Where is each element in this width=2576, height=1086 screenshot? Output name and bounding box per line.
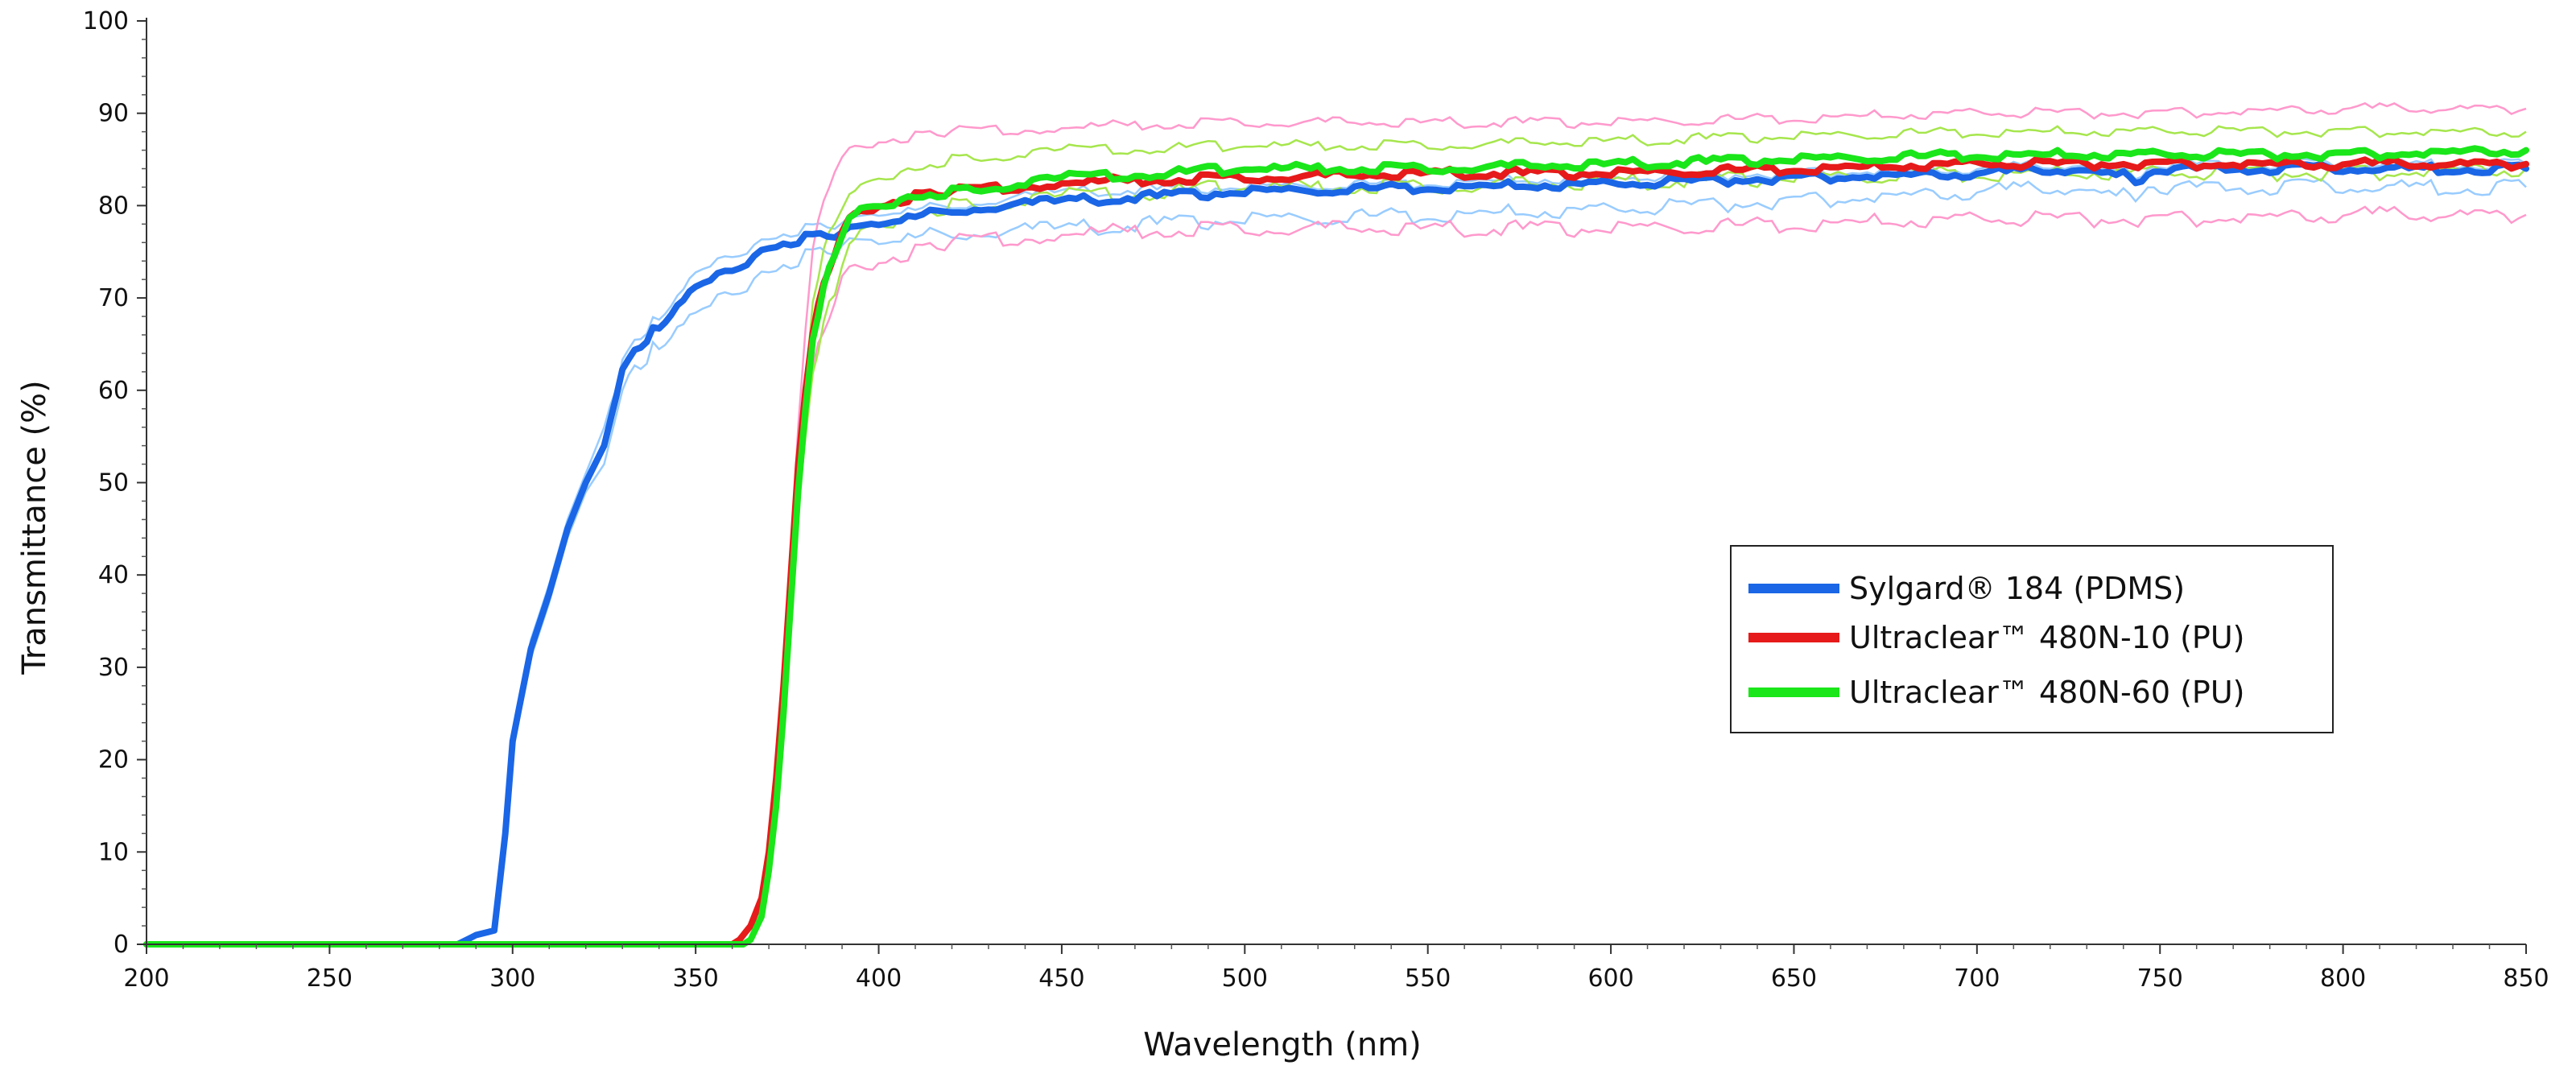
y-tick-label: 60 [98, 377, 129, 405]
x-tick-label: 700 [1954, 964, 2000, 993]
x-tick-label: 400 [856, 964, 902, 993]
y-tick-label: 10 [98, 838, 129, 866]
x-tick-label: 550 [1405, 964, 1451, 993]
y-tick-label: 30 [98, 654, 129, 682]
axes [146, 18, 2526, 945]
y-tick-label: 50 [98, 469, 129, 498]
x-tick-label: 450 [1038, 964, 1084, 993]
y-tick-label: 90 [98, 100, 129, 128]
y-axis-title: Transmittance (%) [16, 380, 53, 675]
legend: Sylgard® 184 (PDMS) Ultraclear™ 480N-10 … [1730, 545, 2334, 733]
x-tick-label: 650 [1771, 964, 1817, 993]
legend-label-ultraclear-480n-60: Ultraclear™ 480N-60 (PU) [1849, 675, 2244, 710]
legend-label-ultraclear-480n-10: Ultraclear™ 480N-10 (PU) [1849, 620, 2244, 655]
y-tick-label: 70 [98, 284, 129, 312]
x-tick-label: 800 [2320, 964, 2366, 993]
y-tick-label: 80 [98, 192, 129, 220]
x-tick-label: 300 [489, 964, 535, 993]
y-tick-label: 0 [114, 931, 129, 959]
x-tick-label: 850 [2503, 964, 2549, 993]
x-axis-title: Wavelength (nm) [1143, 1026, 1422, 1063]
x-tick-label: 750 [2137, 964, 2183, 993]
x-tick-label: 500 [1222, 964, 1268, 993]
y-tick-label: 40 [98, 561, 129, 589]
series-line-sylgard-184 [143, 161, 2529, 948]
x-tick-label: 350 [673, 964, 719, 993]
ticks: 0 10 20 30 40 50 60 70 80 90 100 200 250 300 350 400 450… [83, 7, 2549, 993]
x-tick-label: 600 [1587, 964, 1633, 993]
x-tick-label: 200 [123, 964, 169, 993]
y-tick-label: 20 [98, 746, 129, 774]
x-tick-label: 250 [307, 964, 353, 993]
legend-label-sylgard-184: Sylgard® 184 (PDMS) [1849, 571, 2185, 606]
y-tick-label: 100 [83, 7, 129, 35]
